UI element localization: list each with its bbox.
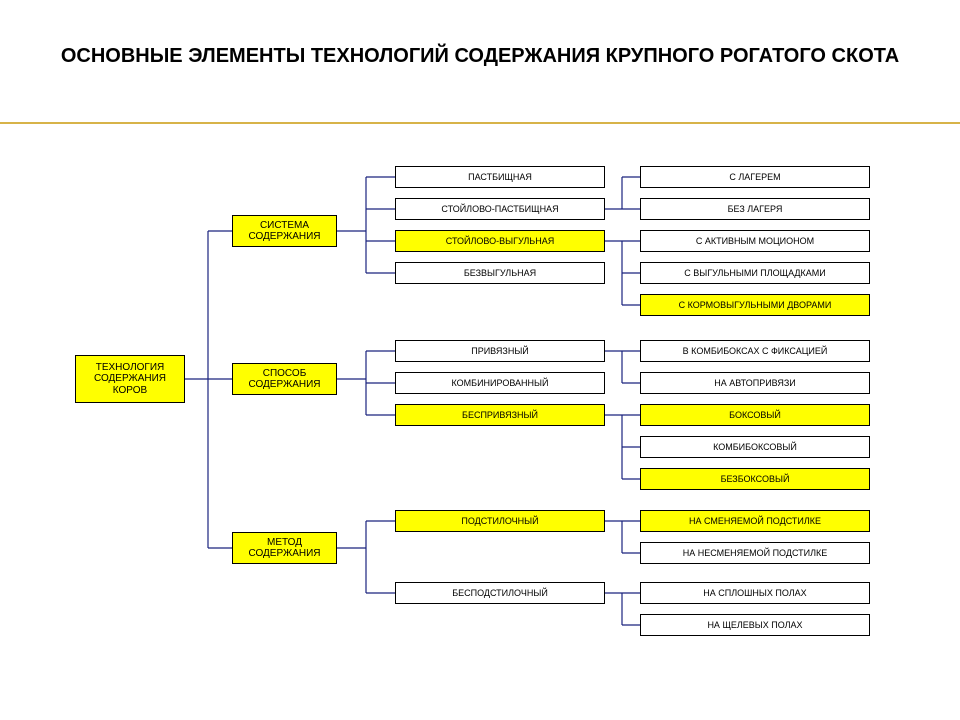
node-root: ТЕХНОЛОГИЯ СОДЕРЖАНИЯ КОРОВ — [75, 355, 185, 403]
node-c3_6: КОМБИНИРОВАННЫЙ — [395, 372, 605, 394]
node-c4_14: НА ЩЕЛЕВЫХ ПОЛАХ — [640, 614, 870, 636]
node-c4_1: С ЛАГЕРЕМ — [640, 166, 870, 188]
node-c4_7: НА АВТОПРИВЯЗИ — [640, 372, 870, 394]
page-title: ОСНОВНЫЕ ЭЛЕМЕНТЫ ТЕХНОЛОГИЙ СОДЕРЖАНИЯ … — [0, 44, 960, 69]
node-c4_3: С АКТИВНЫМ МОЦИОНОМ — [640, 230, 870, 252]
title-rule — [0, 122, 960, 124]
node-c3_5: ПРИВЯЗНЫЙ — [395, 340, 605, 362]
node-c3_8: ПОДСТИЛОЧНЫЙ — [395, 510, 605, 532]
node-c3_2: СТОЙЛОВО-ПАСТБИЩНАЯ — [395, 198, 605, 220]
node-c3_9: БЕСПОДСТИЛОЧНЫЙ — [395, 582, 605, 604]
node-c3_7: БЕСПРИВЯЗНЫЙ — [395, 404, 605, 426]
node-c3_1: ПАСТБИЩНАЯ — [395, 166, 605, 188]
node-c3_4: БЕЗВЫГУЛЬНАЯ — [395, 262, 605, 284]
node-c4_8: БОКСОВЫЙ — [640, 404, 870, 426]
diagram-page: ОСНОВНЫЕ ЭЛЕМЕНТЫ ТЕХНОЛОГИЙ СОДЕРЖАНИЯ … — [0, 0, 960, 720]
node-c4_6: В КОМБИБОКСАХ С ФИКСАЦИЕЙ — [640, 340, 870, 362]
node-c4_13: НА СПЛОШНЫХ ПОЛАХ — [640, 582, 870, 604]
node-c4_5: С КОРМОВЫГУЛЬНЫМИ ДВОРАМИ — [640, 294, 870, 316]
node-c4_4: С ВЫГУЛЬНЫМИ ПЛОЩАДКАМИ — [640, 262, 870, 284]
node-c4_2: БЕЗ ЛАГЕРЯ — [640, 198, 870, 220]
node-c3_3: СТОЙЛОВО-ВЫГУЛЬНАЯ — [395, 230, 605, 252]
node-method: СПОСОБ СОДЕРЖАНИЯ — [232, 363, 337, 395]
node-c4_12: НА НЕСМЕНЯЕМОЙ ПОДСТИЛКЕ — [640, 542, 870, 564]
node-floor: МЕТОД СОДЕРЖАНИЯ — [232, 532, 337, 564]
node-c4_10: БЕЗБОКСОВЫЙ — [640, 468, 870, 490]
node-c4_9: КОМБИБОКСОВЫЙ — [640, 436, 870, 458]
node-sys: СИСТЕМА СОДЕРЖАНИЯ — [232, 215, 337, 247]
node-c4_11: НА СМЕНЯЕМОЙ ПОДСТИЛКЕ — [640, 510, 870, 532]
